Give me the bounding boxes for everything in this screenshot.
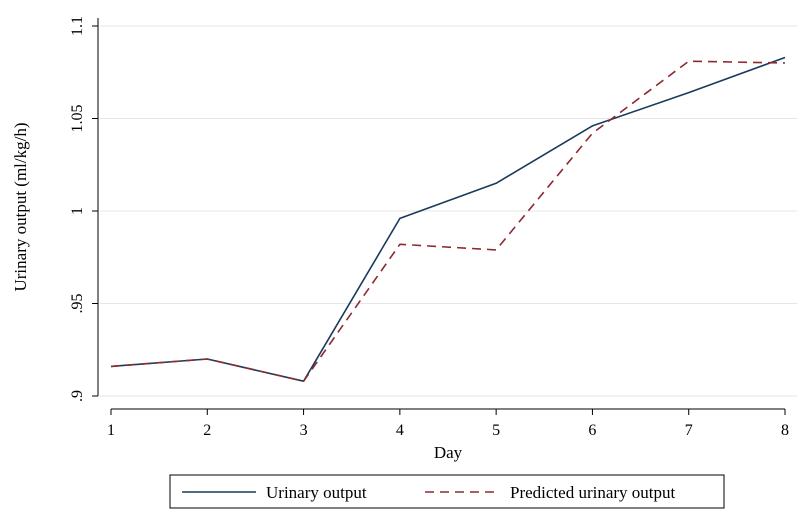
y-tick-label: .95 xyxy=(69,294,86,314)
y-tick-label: 1.1 xyxy=(69,16,86,36)
x-tick-label: 3 xyxy=(300,422,308,439)
y-axis-title: Urinary output (ml/kg/h) xyxy=(11,122,30,291)
x-tick-label: 5 xyxy=(492,422,500,439)
legend-label-urinary-output: Urinary output xyxy=(266,483,367,502)
y-tick-label: 1.05 xyxy=(69,105,86,133)
x-tick-label: 1 xyxy=(107,422,115,439)
x-tick-label: 7 xyxy=(685,422,693,439)
axes xyxy=(97,18,785,410)
series-line-predicted-urinary-output xyxy=(110,60,786,383)
y-tick-label: .9 xyxy=(69,390,86,402)
y-ticks: .9 .95 1 1.05 1.1 xyxy=(69,16,98,402)
x-tick-label: 2 xyxy=(203,422,211,439)
legend: Urinary output Predicted urinary output xyxy=(169,474,725,509)
series-line-urinary-output xyxy=(110,56,786,383)
series-group xyxy=(110,56,786,383)
x-tick-label: 6 xyxy=(588,422,596,439)
x-tick-label: 8 xyxy=(781,422,789,439)
x-ticks: 1 2 3 4 5 6 7 8 xyxy=(107,409,789,439)
x-tick-label: 4 xyxy=(396,422,404,439)
y-tick-label: 1 xyxy=(69,207,86,215)
gridlines xyxy=(100,25,797,397)
x-axis-title: Day xyxy=(434,443,463,462)
legend-label-predicted-urinary-output: Predicted urinary output xyxy=(510,483,676,502)
